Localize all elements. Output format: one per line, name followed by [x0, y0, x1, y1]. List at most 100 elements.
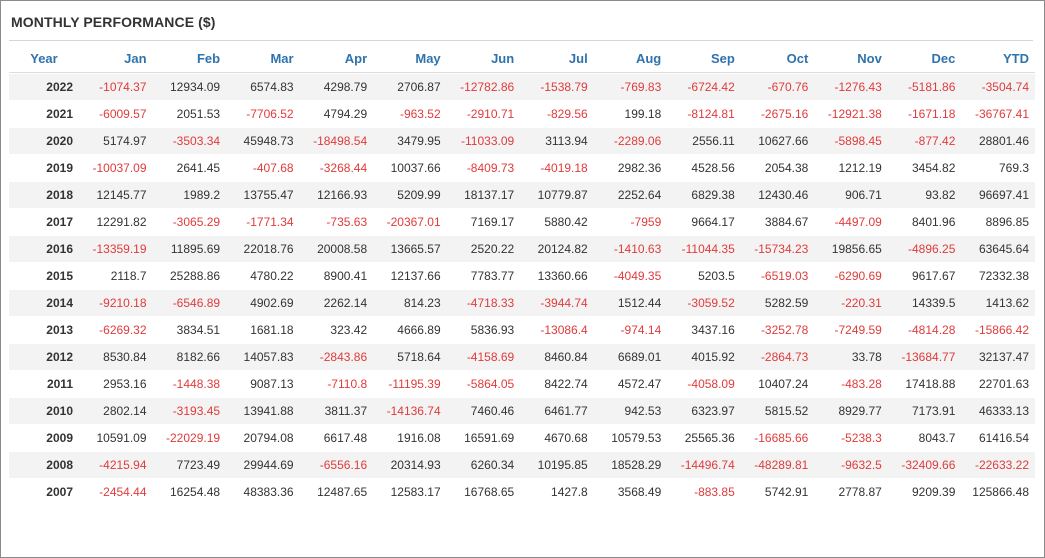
month-value-cell: 10195.85	[520, 452, 594, 478]
month-value-cell: 814.23	[373, 290, 447, 316]
month-value-cell: 5718.64	[373, 344, 447, 370]
month-value-cell: 3811.37	[299, 398, 374, 424]
month-value-cell: 4794.29	[299, 101, 374, 127]
month-value-cell: 2953.16	[79, 371, 153, 397]
month-value-cell: -5864.05	[446, 371, 521, 397]
month-value-cell: -13684.77	[887, 344, 962, 370]
month-value-cell: 29944.69	[226, 452, 300, 478]
column-header-feb: Feb	[152, 45, 227, 73]
month-value-cell: -3059.52	[667, 290, 741, 316]
month-value-cell: -7959	[593, 209, 668, 235]
table-row: 2007 -2454.44 16254.48 48383.36 12487.65 1258…	[9, 479, 1035, 505]
month-value-cell: 6689.01	[593, 344, 668, 370]
month-value-cell: 1427.8	[520, 479, 594, 505]
table-row: 2016 -13359.19 11895.69 22018.76 20008.58 136…	[9, 236, 1035, 262]
month-value-cell: 8929.77	[814, 398, 888, 424]
month-value-cell: -18498.54	[299, 128, 374, 154]
month-value-cell: -11195.39	[373, 371, 447, 397]
month-value-cell: 3884.67	[740, 209, 815, 235]
month-value-cell: 5209.99	[373, 182, 447, 208]
month-value-cell: -2289.06	[593, 128, 668, 154]
month-value-cell: -12782.86	[446, 74, 521, 100]
month-value-cell: -974.14	[593, 317, 668, 343]
month-value-cell: 3479.95	[373, 128, 447, 154]
month-value-cell: 1512.44	[593, 290, 668, 316]
column-header-ytd: YTD	[961, 45, 1035, 73]
month-value-cell: 16591.69	[446, 425, 521, 451]
month-value-cell: -2910.71	[446, 101, 521, 127]
ytd-cell: -22633.22	[961, 452, 1035, 478]
month-value-cell: -2864.73	[740, 344, 815, 370]
month-value-cell: 18528.29	[593, 452, 668, 478]
month-value-cell: -20367.01	[373, 209, 447, 235]
table-row: 2017 12291.82 -3065.29 -1771.34 -735.63 -2036…	[9, 209, 1035, 235]
month-value-cell: 4902.69	[226, 290, 300, 316]
month-value-cell: -6290.69	[814, 263, 888, 289]
month-value-cell: -9210.18	[79, 290, 153, 316]
month-value-cell: -2675.16	[740, 101, 815, 127]
month-value-cell: -1671.18	[887, 101, 962, 127]
month-value-cell: 20008.58	[299, 236, 374, 262]
month-value-cell: -7110.8	[299, 371, 374, 397]
year-cell: 2010	[9, 398, 79, 424]
month-value-cell: 2118.7	[79, 263, 153, 289]
month-value-cell: -407.68	[226, 155, 300, 181]
month-value-cell: -5238.3	[814, 425, 888, 451]
month-value-cell: -6724.42	[667, 74, 741, 100]
month-value-cell: 2982.36	[593, 155, 668, 181]
month-value-cell: 20794.08	[226, 425, 300, 451]
month-value-cell: -32409.66	[887, 452, 962, 478]
table-row: 2020 5174.97 -3503.34 45948.73 -18498.54 3479…	[9, 128, 1035, 154]
column-header-jul: Jul	[520, 45, 594, 73]
month-value-cell: -5898.45	[814, 128, 888, 154]
month-value-cell: 5174.97	[79, 128, 153, 154]
column-header-sep: Sep	[667, 45, 741, 73]
ytd-cell: -36767.41	[961, 101, 1035, 127]
month-value-cell: 2262.14	[299, 290, 374, 316]
ytd-cell: 46333.13	[961, 398, 1035, 424]
month-value-cell: 4298.79	[299, 74, 374, 100]
year-cell: 2022	[9, 74, 79, 100]
month-value-cell: 199.18	[593, 101, 668, 127]
column-header-year: Year	[9, 45, 79, 73]
year-cell: 2009	[9, 425, 79, 451]
month-value-cell: 48383.36	[226, 479, 300, 505]
year-cell: 2007	[9, 479, 79, 505]
table-row: 2011 2953.16 -1448.38 9087.13 -7110.8 -11195.…	[9, 371, 1035, 397]
month-value-cell: -6519.03	[740, 263, 815, 289]
ytd-cell: 8896.85	[961, 209, 1035, 235]
year-cell: 2011	[9, 371, 79, 397]
month-value-cell: 7173.91	[887, 398, 962, 424]
month-value-cell: 8422.74	[520, 371, 594, 397]
month-value-cell: 10579.53	[593, 425, 668, 451]
ytd-cell: 1413.62	[961, 290, 1035, 316]
column-header-jun: Jun	[446, 45, 521, 73]
month-value-cell: -6546.89	[152, 290, 227, 316]
month-value-cell: 10779.87	[520, 182, 594, 208]
month-value-cell: 1212.19	[814, 155, 888, 181]
month-value-cell: 14339.5	[887, 290, 962, 316]
month-value-cell: 3454.82	[887, 155, 962, 181]
table-row: 2012 8530.84 8182.66 14057.83 -2843.86 5718.6…	[9, 344, 1035, 370]
table-row: 2022 -1074.37 12934.09 6574.83 4298.79 2706.8…	[9, 74, 1035, 100]
month-value-cell: 6323.97	[667, 398, 741, 424]
month-value-cell: -14136.74	[373, 398, 447, 424]
month-value-cell: 8530.84	[79, 344, 153, 370]
month-value-cell: 12583.17	[373, 479, 447, 505]
month-value-cell: 2520.22	[446, 236, 521, 262]
month-value-cell: 93.82	[887, 182, 962, 208]
month-value-cell: -1410.63	[593, 236, 668, 262]
month-value-cell: 12934.09	[152, 74, 227, 100]
month-value-cell: 2556.11	[667, 128, 741, 154]
month-value-cell: 16254.48	[152, 479, 227, 505]
table-row: 2010 2802.14 -3193.45 13941.88 3811.37 -14136…	[9, 398, 1035, 424]
month-value-cell: 10591.09	[79, 425, 153, 451]
month-value-cell: 3437.16	[667, 317, 741, 343]
month-value-cell: 17418.88	[887, 371, 962, 397]
month-value-cell: 13665.57	[373, 236, 447, 262]
month-value-cell: 8900.41	[299, 263, 374, 289]
month-value-cell: -6009.57	[79, 101, 153, 127]
month-value-cell: -11044.35	[667, 236, 741, 262]
month-value-cell: 7169.17	[446, 209, 521, 235]
